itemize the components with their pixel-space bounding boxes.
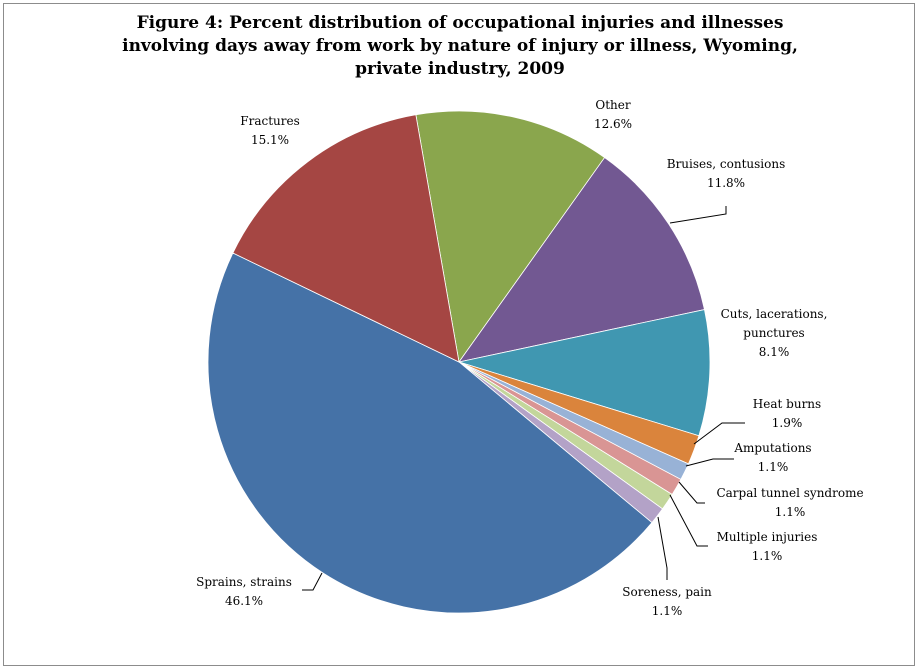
pie-slice-bruises-contusions xyxy=(458,157,705,363)
slice-value-label-fractures: 15.1% xyxy=(251,133,289,147)
slice-label-fractures: Fractures xyxy=(240,114,299,128)
slice-label-cuts-lacerations-punctures: punctures xyxy=(743,326,804,340)
slice-label-other: Other xyxy=(595,98,630,112)
pie-slice-cuts-lacerations-punctures xyxy=(457,309,711,437)
leader-line-soreness-pain xyxy=(657,516,668,580)
leader-line-multiple-injuries xyxy=(669,494,708,547)
slice-value-label-cuts-lacerations-punctures: 8.1% xyxy=(759,345,790,359)
slice-label-amputations: Amputations xyxy=(733,441,811,455)
slice-value-label-soreness-pain: 1.1% xyxy=(652,604,683,618)
slice-value-label-carpal-tunnel-syndrome: 1.1% xyxy=(775,505,806,519)
slice-value-label-heat-burns: 1.9% xyxy=(772,416,803,430)
slice-value-label-sprains-strains: 46.1% xyxy=(225,594,263,608)
leader-line-sprains-strains xyxy=(302,572,323,591)
pie-slice-sprains-strains xyxy=(207,252,653,614)
slice-label-heat-burns: Heat burns xyxy=(753,397,821,411)
chart-title: Figure 4: Percent distribution of occupa… xyxy=(60,12,860,81)
slice-label-cuts-lacerations-punctures: Cuts, lacerations, xyxy=(721,307,828,321)
pie-slice-fractures xyxy=(232,114,460,363)
slice-value-label-multiple-injuries: 1.1% xyxy=(752,549,783,563)
slice-value-label-amputations: 1.1% xyxy=(758,460,789,474)
slice-label-sprains-strains: Sprains, strains xyxy=(196,575,292,589)
leader-line-amputations xyxy=(685,458,734,467)
slice-label-soreness-pain: Soreness, pain xyxy=(622,585,712,599)
chart-title-line-2: involving days away from work by nature … xyxy=(122,36,798,56)
leader-line-heat-burns xyxy=(693,422,745,445)
chart-title-line-3: private industry, 2009 xyxy=(355,59,565,79)
slice-value-label-bruises-contusions: 11.8% xyxy=(707,176,745,190)
pie-slice-other xyxy=(415,110,606,364)
slice-label-bruises-contusions: Bruises, contusions xyxy=(667,157,786,171)
leader-line-bruises-contusions xyxy=(669,206,727,224)
slice-label-multiple-injuries: Multiple injuries xyxy=(717,530,818,544)
slice-label-carpal-tunnel-syndrome: Carpal tunnel syndrome xyxy=(716,486,863,500)
leader-line-carpal-tunnel-syndrome xyxy=(678,481,705,504)
slice-value-label-other: 12.6% xyxy=(594,117,632,131)
chart-title-line-1: Figure 4: Percent distribution of occupa… xyxy=(136,13,784,33)
